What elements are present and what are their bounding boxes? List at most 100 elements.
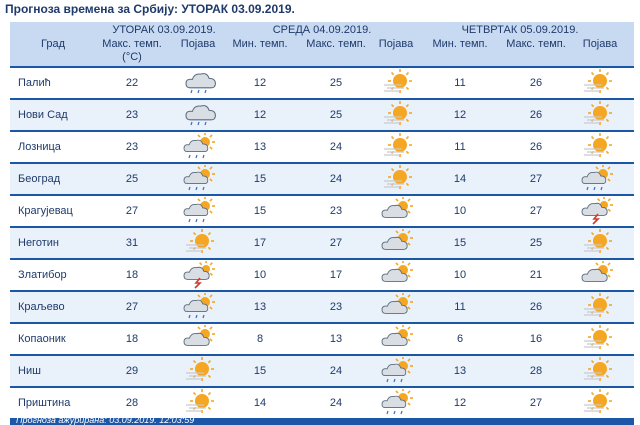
table-row: Златибор 18 10 17 10 21 (10, 260, 634, 290)
sun-haze-icon (380, 133, 416, 161)
day2-min-temp: 15 (253, 173, 267, 185)
day3-max-temp: 26 (529, 141, 543, 153)
day3-icon-header: Појава (582, 38, 618, 50)
day2-min-temp: 14 (253, 397, 267, 409)
day3-min-temp: 10 (453, 269, 467, 281)
day2-min-temp: 13 (253, 301, 267, 313)
day3-min-temp: 11 (454, 301, 466, 313)
city-name: Ниш (18, 365, 41, 377)
day2-max-temp: 27 (329, 237, 343, 249)
city-column-header: Град (41, 38, 65, 50)
day2-max-temp: 24 (329, 397, 343, 409)
sun-haze-icon (380, 101, 416, 129)
day3-min-temp: 11 (454, 77, 466, 89)
day1-max-temp: 23 (125, 141, 139, 153)
day3-max-temp: 26 (529, 77, 543, 89)
city-name: Златибор (18, 269, 67, 281)
sun-haze-icon (182, 229, 218, 257)
city-name: Београд (18, 173, 61, 185)
partly-cloudy-icon (182, 324, 218, 353)
day3-max-header: Макс. темп. (506, 38, 566, 50)
day3-min-temp: 11 (454, 141, 466, 153)
day3-min-temp: 14 (453, 173, 467, 185)
day3-min-temp: 6 (456, 333, 464, 345)
day2-max-temp: 25 (329, 77, 343, 89)
partly-cloudy-rain-icon (380, 388, 416, 417)
partly-cloudy-rain-icon (182, 292, 218, 321)
sun-haze-icon (580, 389, 616, 417)
day2-max-temp: 24 (329, 141, 343, 153)
table-row: Ниш 29 15 24 13 28 (10, 356, 634, 386)
city-name: Крагујевац (18, 205, 73, 217)
day2-min-temp: 10 (253, 269, 267, 281)
city-name: Копаоник (18, 333, 66, 345)
day3-max-temp: 27 (529, 205, 543, 217)
sun-haze-icon (580, 357, 616, 385)
day3-max-temp: 16 (529, 333, 543, 345)
sun-haze-icon (580, 101, 616, 129)
update-timestamp: Прогноза ажурирана: 03.09.2019. 12:03:59 (16, 415, 195, 425)
day1-header: УТОРАК 03.09.2019. (112, 24, 216, 36)
day2-max-temp: 23 (329, 301, 343, 313)
day2-max-temp: 24 (329, 365, 343, 377)
table-row: Неготин 31 17 27 15 25 (10, 228, 634, 258)
day3-max-temp: 26 (529, 109, 543, 121)
day2-max-header: Макс. темп. (306, 38, 366, 50)
day1-max-temp: 29 (125, 365, 139, 377)
day3-min-header: Мин. темп. (432, 38, 488, 50)
day1-max-temp: 27 (125, 205, 139, 217)
table-row: Лозница 23 13 24 11 26 (10, 132, 634, 162)
day1-unit: (°C) (122, 51, 142, 63)
day2-max-temp: 24 (329, 173, 343, 185)
day3-min-temp: 12 (453, 109, 467, 121)
day2-min-temp: 8 (256, 333, 264, 345)
partly-cloudy-icon (380, 324, 416, 353)
day2-max-temp: 17 (329, 269, 343, 281)
day3-max-temp: 21 (529, 269, 543, 281)
day1-max-header: Макс. темп. (102, 38, 162, 50)
partly-cloudy-icon (380, 228, 416, 257)
day2-min-temp: 12 (253, 109, 267, 121)
sun-haze-icon (580, 293, 616, 321)
sun-haze-icon (580, 325, 616, 353)
table-row: Нови Сад 23 12 25 12 26 (10, 100, 634, 130)
sun-haze-icon (380, 69, 416, 97)
sun-haze-icon (182, 357, 218, 385)
city-name: Лозница (18, 141, 61, 153)
day2-min-temp: 12 (253, 77, 267, 89)
day3-max-temp: 25 (529, 237, 543, 249)
day3-max-temp: 28 (529, 365, 543, 377)
day2-max-temp: 23 (329, 205, 343, 217)
sun-haze-icon (182, 389, 218, 417)
city-name: Нови Сад (18, 109, 68, 121)
day1-max-temp: 28 (125, 397, 139, 409)
day3-header: ЧЕТВРТАК 05.09.2019. (461, 24, 579, 36)
partly-cloudy-rain-icon (182, 132, 218, 161)
partly-cloudy-icon (380, 196, 416, 225)
day2-min-temp: 13 (253, 141, 267, 153)
day2-header: СРЕДА 04.09.2019. (272, 24, 372, 36)
table-row: Палић 22 12 25 11 26 (10, 68, 634, 98)
day1-max-temp: 25 (125, 173, 139, 185)
city-name: Неготин (18, 237, 59, 249)
day3-min-temp: 13 (453, 365, 467, 377)
sun-haze-icon (380, 165, 416, 193)
partly-cloudy-rain-icon (580, 164, 616, 193)
day1-icon-header: Појава (180, 38, 216, 50)
table-row: Краљево 27 13 23 11 26 (10, 292, 634, 322)
partly-cloudy-rain-icon (380, 356, 416, 385)
day2-min-temp: 15 (253, 365, 267, 377)
day2-icon-header: Појава (378, 38, 414, 50)
day3-max-temp: 27 (529, 397, 543, 409)
cloud-drizzle-icon (182, 69, 218, 97)
day2-max-temp: 13 (329, 333, 343, 345)
sun-haze-icon (580, 69, 616, 97)
table-header: Град УТОРАК 03.09.2019. Макс. темп. (°C)… (10, 22, 634, 66)
partly-cloudy-rain-icon (182, 196, 218, 225)
partly-cloudy-rain-icon (182, 164, 218, 193)
city-name: Краљево (18, 301, 65, 313)
day3-max-temp: 27 (529, 173, 543, 185)
sun-haze-icon (580, 133, 616, 161)
day1-max-temp: 31 (125, 237, 139, 249)
city-name: Приштина (18, 397, 71, 409)
